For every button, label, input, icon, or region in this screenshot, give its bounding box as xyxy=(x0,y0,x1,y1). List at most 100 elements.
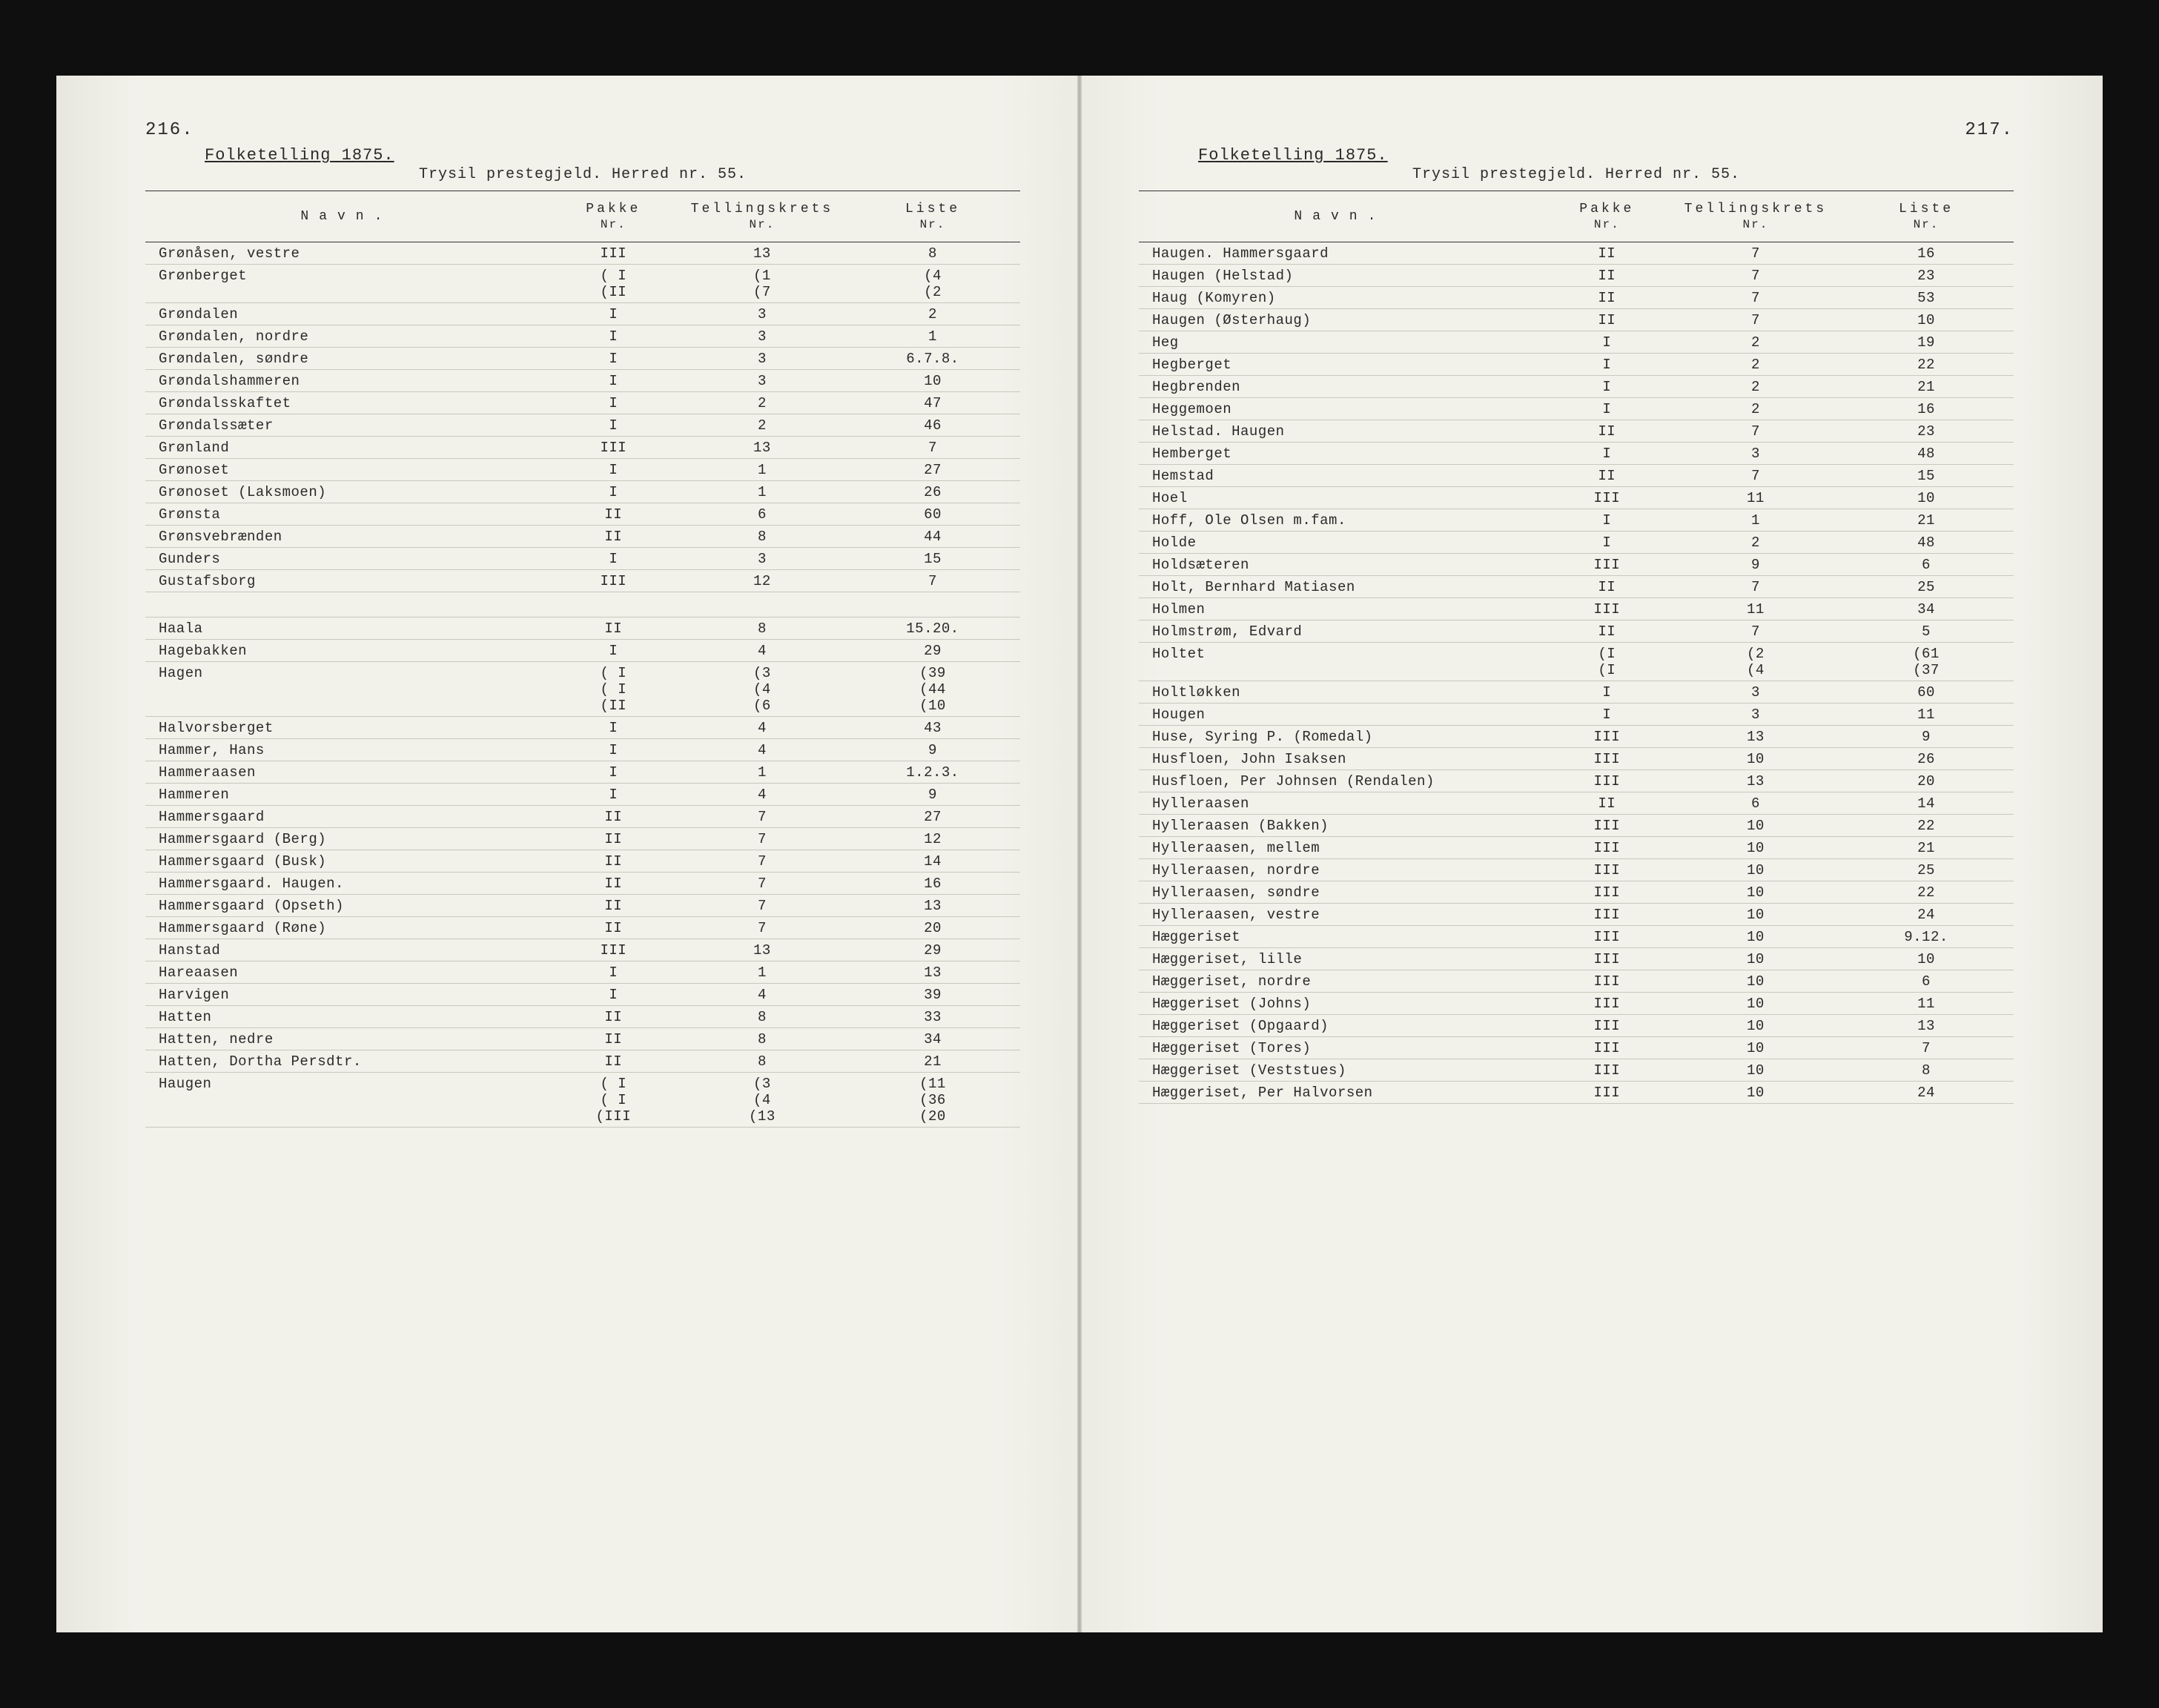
cell-pakke: I xyxy=(548,961,679,984)
cell-krets: 7 xyxy=(1673,309,1839,331)
cell-liste: 44 xyxy=(845,526,1020,548)
cell-liste: 5 xyxy=(1839,620,2014,643)
table-row: HoldeI248 xyxy=(1139,532,2014,554)
cell-pakke: I xyxy=(548,784,679,806)
page-right: 217. Folketelling 1875. Trysil prestegje… xyxy=(1080,76,2103,1632)
table-row: HylleraasenII614 xyxy=(1139,792,2014,815)
cell-pakke: III xyxy=(1541,1015,1673,1037)
cell-krets: 7 xyxy=(1673,576,1839,598)
cell-liste: 8 xyxy=(845,242,1020,265)
cell-name: Holmstrøm, Edvard xyxy=(1139,620,1541,643)
book-spread: 216. Folketelling 1875. Trysil prestegje… xyxy=(56,76,2103,1632)
parish-line-right: Trysil prestegjeld. Herred nr. 55. xyxy=(1139,166,2014,183)
cell-liste: 46 xyxy=(845,414,1020,437)
cell-krets: 2 xyxy=(1673,376,1839,398)
cell-name: Holt, Bernhard Matiasen xyxy=(1139,576,1541,598)
cell-liste: 12 xyxy=(845,828,1020,850)
cell-name: Hæggeriset, nordre xyxy=(1139,970,1541,993)
cell-pakke: (I (I xyxy=(1541,643,1673,681)
table-header-row: Navn. PakkeNr. TellingskretsNr. ListeNr. xyxy=(1139,191,2014,242)
cell-krets: 3 xyxy=(1673,443,1839,465)
cell-pakke: III xyxy=(1541,1037,1673,1059)
table-row: Hatten, Dortha Persdtr.II821 xyxy=(145,1050,1020,1073)
cell-krets: 7 xyxy=(679,917,845,939)
page-number-right: 217. xyxy=(1139,120,2014,140)
cell-krets: 7 xyxy=(679,828,845,850)
cell-name: Hylleraasen xyxy=(1139,792,1541,815)
page-left: 216. Folketelling 1875. Trysil prestegje… xyxy=(56,76,1080,1632)
table-row: Hæggeriset, lilleIII1010 xyxy=(1139,948,2014,970)
table-row: Hæggeriset (Johns)III1011 xyxy=(1139,993,2014,1015)
cell-liste: 34 xyxy=(1839,598,2014,620)
table-row: HegbergetI222 xyxy=(1139,354,2014,376)
title-row-right: Folketelling 1875. xyxy=(1139,146,2014,165)
table-row: Husfloen, Per Johnsen (Rendalen)III1320 xyxy=(1139,770,2014,792)
cell-krets: 4 xyxy=(679,784,845,806)
table-row: HammeraasenI11.2.3. xyxy=(145,761,1020,784)
cell-krets: 7 xyxy=(679,806,845,828)
cell-liste: 8 xyxy=(1839,1059,2014,1082)
cell-liste: 60 xyxy=(1839,681,2014,704)
cell-krets: 3 xyxy=(679,325,845,348)
cell-liste: 33 xyxy=(845,1006,1020,1028)
cell-name: Hæggeriset (Tores) xyxy=(1139,1037,1541,1059)
table-row: Grønåsen, vestreIII138 xyxy=(145,242,1020,265)
cell-krets: 7 xyxy=(1673,465,1839,487)
cell-krets: 10 xyxy=(1673,948,1839,970)
table-row: Haugen. HammersgaardII716 xyxy=(1139,242,2014,265)
table-row: HegI219 xyxy=(1139,331,2014,354)
cell-name: Hæggeriset (Veststues) xyxy=(1139,1059,1541,1082)
cell-liste: 15 xyxy=(1839,465,2014,487)
cell-pakke: III xyxy=(1541,881,1673,904)
table-row: Hæggeriset (Veststues)III108 xyxy=(1139,1059,2014,1082)
table-row: HaalaII815.20. xyxy=(145,618,1020,640)
cell-liste: (11 (36 (20 xyxy=(845,1073,1020,1128)
cell-name: Hagebakken xyxy=(145,640,548,662)
cell-liste: 10 xyxy=(1839,309,2014,331)
col-krets: TellingskretsNr. xyxy=(1673,191,1839,242)
table-row: Hæggeriset (Opgaard)III1013 xyxy=(1139,1015,2014,1037)
cell-krets: 7 xyxy=(1673,287,1839,309)
table-row: GrønlandIII137 xyxy=(145,437,1020,459)
cell-name: Holtløkken xyxy=(1139,681,1541,704)
cell-name: Grøndalshammeren xyxy=(145,370,548,392)
cell-liste: 48 xyxy=(1839,443,2014,465)
cell-pakke: II xyxy=(1541,242,1673,265)
table-row: Hylleraasen, søndreIII1022 xyxy=(1139,881,2014,904)
cell-pakke: II xyxy=(548,1006,679,1028)
cell-name: Hæggeriset (Opgaard) xyxy=(1139,1015,1541,1037)
cell-liste: 1.2.3. xyxy=(845,761,1020,784)
cell-pakke: II xyxy=(548,806,679,828)
cell-name: Hylleraasen, søndre xyxy=(1139,881,1541,904)
cell-liste: 20 xyxy=(845,917,1020,939)
cell-pakke: III xyxy=(1541,770,1673,792)
cell-krets: 8 xyxy=(679,1006,845,1028)
table-row: GrønsvebrændenII844 xyxy=(145,526,1020,548)
cell-krets: 13 xyxy=(679,939,845,961)
cell-pakke: III xyxy=(1541,815,1673,837)
table-row: Hoff, Ole Olsen m.fam.I121 xyxy=(1139,509,2014,532)
cell-liste: 39 xyxy=(845,984,1020,1006)
table-row: GrøndalenI32 xyxy=(145,303,1020,325)
cell-name: Haug (Komyren) xyxy=(1139,287,1541,309)
table-row: Hammersgaard. Haugen.II716 xyxy=(145,873,1020,895)
cell-krets: 3 xyxy=(1673,704,1839,726)
cell-name: Grønåsen, vestre xyxy=(145,242,548,265)
table-row: HolmenIII1134 xyxy=(1139,598,2014,620)
cell-krets: 10 xyxy=(1673,904,1839,926)
cell-krets: 10 xyxy=(1673,748,1839,770)
cell-pakke: I xyxy=(548,459,679,481)
census-title-left: Folketelling 1875. xyxy=(145,146,394,165)
cell-name: Grøndalen, søndre xyxy=(145,348,548,370)
cell-name: Huse, Syring P. (Romedal) xyxy=(1139,726,1541,748)
table-row xyxy=(145,592,1020,618)
cell-krets: 8 xyxy=(679,526,845,548)
table-row: Hammersgaard (Røne)II720 xyxy=(145,917,1020,939)
cell-name: Grønsvebrænden xyxy=(145,526,548,548)
table-row: Hylleraasen (Bakken)III1022 xyxy=(1139,815,2014,837)
cell-pakke: II xyxy=(548,917,679,939)
col-krets: TellingskretsNr. xyxy=(679,191,845,242)
cell-name: Grønoset xyxy=(145,459,548,481)
cell-liste: 13 xyxy=(845,961,1020,984)
table-row: Helstad. HaugenII723 xyxy=(1139,420,2014,443)
